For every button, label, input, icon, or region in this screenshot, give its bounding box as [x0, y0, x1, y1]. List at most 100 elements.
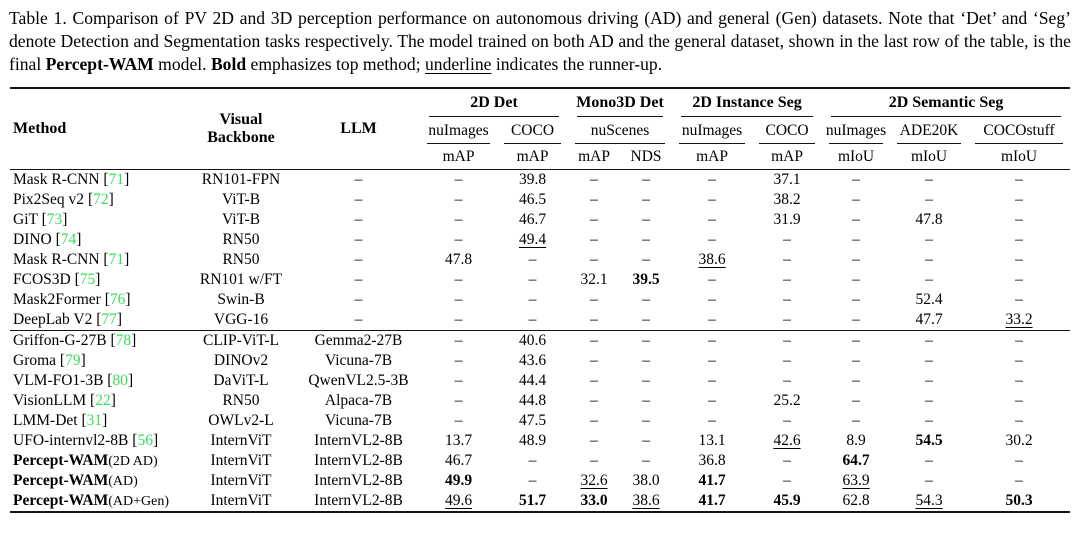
backbone-cell: Swin-B: [217, 291, 265, 308]
value-cell: –: [454, 311, 463, 328]
dataset-header-coco: COCO: [752, 117, 822, 144]
top-value: 64.7: [842, 452, 870, 469]
runner-up-value: 54.3: [915, 492, 943, 509]
value-cell: –: [642, 372, 650, 389]
value-cell: –: [454, 291, 463, 308]
value-cell: –: [528, 452, 537, 469]
value-cell: –: [783, 251, 791, 268]
value-cell: –: [925, 372, 933, 389]
citation-link[interactable]: 31: [86, 412, 103, 429]
citation-link[interactable]: 71: [108, 251, 125, 268]
method-name: Percept-WAM: [13, 472, 109, 489]
value-cell: 49.9: [420, 471, 497, 491]
backbone-cell: VGG-16: [213, 311, 269, 328]
value-cell: 32.6: [568, 471, 620, 491]
llm-methods-block: Griffon-G-27B [78] CLIP-ViT-L Gemma2-27B – 4…: [10, 330, 1071, 513]
value-cell: –: [708, 271, 716, 288]
method-cell: UFO-internvl2-8B [56]: [13, 432, 159, 449]
value-cell: –: [454, 271, 463, 288]
table-row: UFO-internvl2-8B [56] InternViT InternVL2-…: [10, 431, 1070, 451]
table-row: Groma [79] DINOv2 Vicuna-7B – 43.6 – – – – – – –: [10, 351, 1070, 371]
column-header-visual-backbone: Visual Backbone: [185, 88, 297, 170]
citation-link[interactable]: 77: [101, 311, 117, 328]
runner-up-value: 42.6: [773, 432, 801, 449]
method-name: Griffon-G-27B: [13, 332, 107, 349]
caption-text: indicates the runner-up.: [491, 54, 663, 74]
value-cell: –: [454, 191, 463, 208]
citation-link[interactable]: 74: [60, 231, 77, 248]
value-cell: –: [708, 332, 716, 349]
citation-link[interactable]: 22: [95, 392, 111, 409]
value-cell: –: [1015, 191, 1023, 208]
value-cell: –: [642, 211, 650, 228]
value-cell: –: [852, 271, 860, 288]
method-cell: VisionLLM [22]: [13, 392, 116, 409]
method-cell: Percept-WAM(2D AD): [10, 451, 185, 471]
value-cell: 47.7: [915, 311, 943, 328]
value-cell: –: [925, 231, 933, 248]
method-variant-label: (AD+Gen): [108, 494, 170, 509]
backbone-cell: RN101 w/FT: [199, 271, 283, 288]
table-row: LMM-Det [31] OWLv2-L Vicuna-7B – 47.5 – – – – – – –: [10, 411, 1070, 431]
value-cell: –: [925, 412, 933, 429]
citation-link[interactable]: 71: [108, 171, 125, 188]
backbone-cell: CLIP-ViT-L: [203, 332, 279, 349]
value-cell: 51.7: [497, 491, 568, 512]
citation-link[interactable]: 76: [109, 291, 126, 308]
value-cell: –: [783, 452, 791, 469]
table-row: GiT [73] ViT-B – – 46.7 – – – 31.9 – 47.8 –: [10, 210, 1070, 230]
metric-header-map: mAP: [442, 147, 475, 165]
method-cell: Griffon-G-27B [78]: [13, 332, 137, 349]
top-value: 54.5: [915, 432, 943, 449]
runner-up-value: 32.6: [580, 472, 608, 489]
value-cell: –: [528, 271, 537, 288]
value-cell: –: [852, 211, 860, 228]
citation-link[interactable]: 80: [112, 372, 128, 389]
value-cell: –: [642, 452, 650, 469]
table-row: Pix2Seq v2 [72] ViT-B – – 46.5 – – – 38.2 – – –: [10, 190, 1070, 210]
table-row: VisionLLM [22] RN50 Alpaca-7B – 44.8 – – – 25.2 –…: [10, 391, 1070, 411]
citation-link[interactable]: 72: [93, 191, 109, 208]
citation-link[interactable]: 75: [79, 271, 96, 288]
value-cell: 50.3: [968, 491, 1070, 512]
value-cell: –: [642, 231, 650, 248]
method-cell: LMM-Det [31]: [13, 412, 108, 429]
llm-cell: –: [354, 311, 363, 328]
value-cell: –: [852, 392, 860, 409]
top-value: 50.3: [1005, 492, 1033, 509]
value-cell: –: [852, 171, 860, 188]
table-row: Mask R-CNN [71] RN101-FPN – – 39.8 – – – 37.1 – – –: [10, 170, 1070, 191]
header-metric-row: mAP mAP mAP NDS mAP mAP mIoU mIoU mIoU: [10, 144, 1070, 170]
value-cell: 48.9: [518, 432, 547, 449]
value-cell: –: [1015, 171, 1023, 188]
value-cell: –: [1015, 332, 1023, 349]
value-cell: –: [708, 211, 716, 228]
value-cell: 64.7: [822, 451, 890, 471]
table-row: DeepLab V2 [77] VGG-16 – – – – – – – – 47.7 33.2: [10, 310, 1070, 331]
citation-link[interactable]: 56: [137, 432, 153, 449]
value-cell: –: [454, 392, 463, 409]
value-cell: –: [590, 191, 598, 208]
value-cell: 52.4: [915, 291, 943, 308]
header-group-row: Method Visual Backbone LLM 2D Det Mono3D …: [10, 88, 1070, 146]
value-cell: –: [454, 231, 463, 248]
backbone-cell: InternViT: [210, 472, 272, 489]
llm-cell: Gemma2-27B: [314, 332, 403, 349]
citation-link[interactable]: 73: [46, 211, 63, 228]
caption-text: emphasizes top method;: [246, 54, 425, 74]
table-row: Mask R-CNN [71] RN50 – 47.8 – – – 38.6 – – – –: [10, 250, 1070, 270]
value-cell: 30.2: [1005, 432, 1033, 449]
value-cell: –: [590, 412, 598, 429]
top-value: 33.0: [580, 492, 608, 509]
backbone-cell: DINOv2: [213, 352, 269, 369]
caption-bold-keyword: Bold: [210, 54, 247, 74]
method-cell: Pix2Seq v2 [72]: [13, 191, 114, 208]
column-header-llm: LLM: [340, 120, 377, 137]
value-cell: –: [783, 372, 791, 389]
backbone-cell: RN50: [222, 392, 260, 409]
method-cell: DINO [74]: [13, 231, 82, 248]
dataset-header-cocostuff: COCOstuff: [968, 117, 1070, 144]
citation-link[interactable]: 79: [65, 352, 81, 369]
citation-link[interactable]: 78: [115, 332, 132, 349]
